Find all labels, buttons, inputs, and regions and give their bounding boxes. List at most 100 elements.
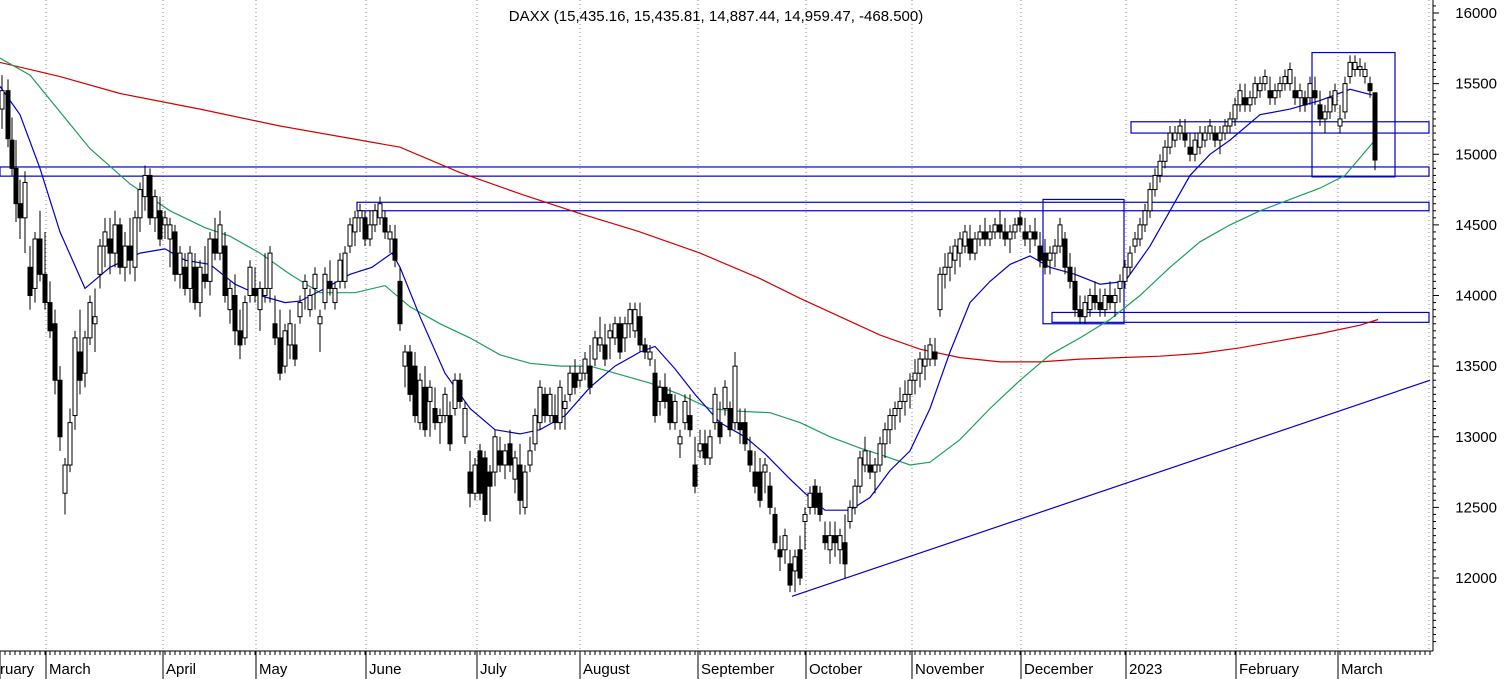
candle-up: [112, 224, 118, 254]
candle-down: [637, 316, 643, 346]
candle-down: [252, 287, 258, 296]
candle-up: [802, 513, 808, 522]
candle-up: [142, 174, 148, 198]
candle-down: [982, 231, 988, 240]
candle-down: [13, 167, 19, 205]
x-tick-label: December: [1024, 661, 1093, 678]
candle-up: [262, 287, 268, 296]
x-tick-label: February: [1239, 661, 1300, 678]
y-tick-label: 12000: [1455, 570, 1497, 587]
candle-up: [952, 245, 958, 261]
candle-down: [777, 549, 783, 558]
candle-up: [102, 231, 108, 247]
candle-down: [1182, 132, 1188, 141]
candle-down: [1212, 132, 1218, 141]
candle-down: [1032, 231, 1038, 240]
candle-up: [472, 464, 478, 494]
candle-down: [52, 323, 58, 381]
candle-up: [837, 535, 843, 551]
candle-up: [592, 337, 598, 360]
candle-down: [407, 351, 413, 395]
candle-up: [177, 252, 183, 275]
candle-down: [542, 393, 548, 417]
candle-down: [667, 393, 673, 424]
y-axis-ticks: 12000 12500 13000 13500 14000 14500 15000 15500…: [1433, 5, 1497, 643]
candle-down: [517, 464, 523, 501]
candle-down: [692, 464, 698, 487]
candle-down: [432, 408, 438, 424]
candle-up: [567, 372, 573, 395]
candle-down: [652, 372, 658, 417]
candle-up: [577, 372, 583, 381]
candle-up: [492, 436, 498, 473]
candle-up: [32, 238, 38, 289]
candle-down: [487, 471, 493, 487]
x-tick-label: July: [480, 661, 507, 678]
candle-down: [447, 415, 453, 445]
candlestick-series: [0, 55, 1378, 593]
candle-up: [82, 337, 88, 374]
candle-down: [192, 266, 198, 304]
candle-up: [1027, 231, 1033, 240]
candle-down: [1072, 280, 1078, 311]
candle-up: [402, 351, 408, 367]
candle-up: [792, 556, 798, 572]
candle-up: [0, 90, 5, 110]
candle-down: [1002, 231, 1008, 240]
candle-down: [157, 210, 163, 240]
candle-up: [917, 358, 923, 374]
annotation-layer: [0, 51, 1431, 597]
candle-up: [427, 386, 433, 402]
candle-up: [257, 287, 263, 311]
candle-up: [892, 408, 898, 417]
support-band: [0, 166, 1430, 177]
candle-up: [612, 323, 618, 339]
y-tick-label: 16000: [1455, 5, 1497, 22]
candle-down: [997, 224, 1003, 233]
candle-up: [1082, 302, 1088, 318]
candle-down: [277, 337, 283, 374]
candle-down: [57, 379, 63, 438]
candle-up: [1177, 125, 1183, 134]
candle-up: [1362, 69, 1368, 78]
candle-up: [132, 217, 138, 268]
candle-up: [1057, 224, 1063, 247]
candle-up: [352, 217, 358, 233]
candle-up: [162, 217, 168, 226]
candle-up: [547, 393, 553, 417]
candle-up: [307, 295, 313, 311]
candle-up: [1252, 83, 1258, 99]
candle-up: [452, 379, 458, 409]
candle-down: [747, 450, 753, 466]
candle-up: [137, 189, 143, 219]
candle-up: [1132, 238, 1138, 247]
candle-up: [1112, 295, 1118, 304]
candle-down: [842, 542, 848, 565]
candle-up: [562, 400, 568, 409]
candle-up: [282, 330, 288, 367]
x-tick-label: August: [583, 661, 631, 678]
candle-down: [787, 563, 793, 586]
x-tick-label: November: [915, 661, 984, 678]
candle-up: [627, 309, 633, 325]
candle-down: [507, 443, 513, 466]
candle-down: [77, 351, 83, 381]
candle-up: [1237, 90, 1243, 106]
candle-up: [672, 400, 678, 424]
candle-up: [207, 238, 213, 282]
candle-down: [392, 238, 398, 261]
candle-up: [1282, 76, 1288, 85]
consolidation-box: [1311, 51, 1396, 178]
support-band: [356, 201, 1430, 212]
candle-down: [767, 485, 773, 508]
candle-down: [1317, 104, 1323, 120]
candle-up: [987, 231, 993, 240]
candle-down: [797, 549, 803, 579]
candle-down: [182, 266, 188, 289]
candle-up: [22, 182, 28, 219]
candle-up: [972, 238, 978, 254]
y-tick-label: 15000: [1455, 146, 1497, 163]
x-tick-label: ruary: [0, 661, 35, 678]
candle-up: [1127, 252, 1133, 268]
x-tick-label: March: [49, 661, 91, 678]
